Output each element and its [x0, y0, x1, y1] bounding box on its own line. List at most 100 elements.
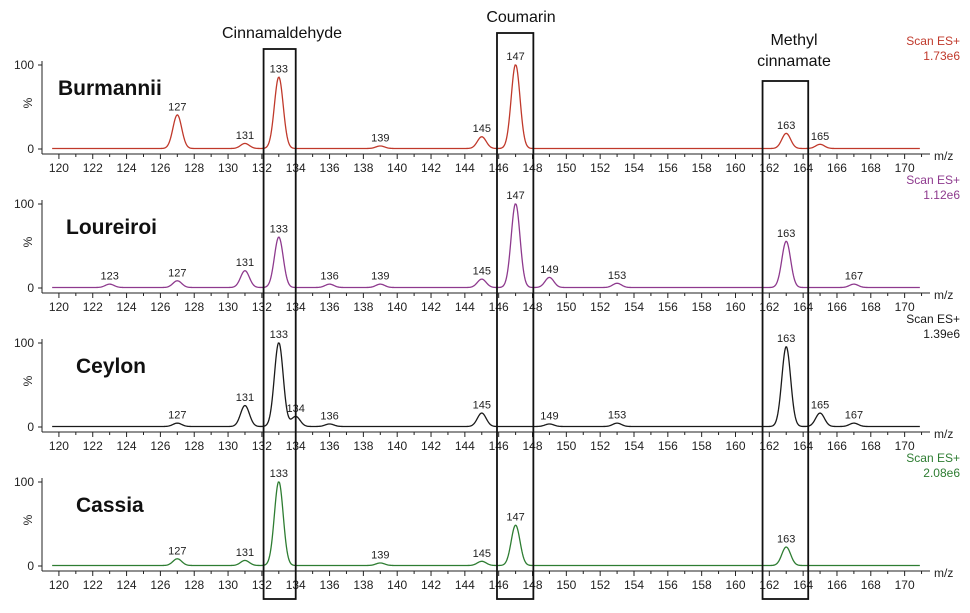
- x-tick-label: 144: [455, 439, 475, 453]
- x-tick-label: 170: [895, 439, 915, 453]
- x-tick-label: 152: [590, 439, 610, 453]
- spectrum-trace-loureiroi: [52, 203, 920, 289]
- x-tick-label: 162: [759, 578, 779, 592]
- scan-label: Scan ES+: [906, 34, 960, 48]
- x-tick-label: 130: [218, 439, 238, 453]
- x-tick-label: 168: [861, 300, 881, 314]
- peak-label: 136: [320, 410, 338, 422]
- x-tick-label: 164: [793, 300, 813, 314]
- y-tick-label: 0: [27, 281, 34, 295]
- x-tick-label: 142: [421, 300, 441, 314]
- x-tick-label: 158: [692, 300, 712, 314]
- x-tick-label: 124: [117, 439, 137, 453]
- x-axis-label: m/z: [934, 288, 953, 302]
- y-tick-label: 100: [14, 58, 34, 72]
- x-tick-label: 156: [658, 578, 678, 592]
- scan-intensity: 2.08e6: [923, 466, 960, 480]
- sample-name: Cassia: [76, 494, 144, 517]
- x-tick-label: 126: [150, 578, 170, 592]
- x-tick-label: 168: [861, 578, 881, 592]
- scan-intensity: 1.12e6: [923, 188, 960, 202]
- x-tick-label: 126: [150, 300, 170, 314]
- x-tick-label: 122: [83, 578, 103, 592]
- x-tick-label: 128: [184, 300, 204, 314]
- x-tick-label: 138: [353, 439, 373, 453]
- peak-label: 147: [506, 190, 524, 202]
- peak-label: 131: [236, 257, 254, 269]
- x-tick-label: 146: [489, 439, 509, 453]
- x-tick-label: 124: [117, 300, 137, 314]
- peak-label: 136: [320, 271, 338, 283]
- x-tick-label: 166: [827, 161, 847, 175]
- x-tick-label: 138: [353, 161, 373, 175]
- x-tick-label: 160: [725, 300, 745, 314]
- x-tick-label: 154: [624, 300, 644, 314]
- peak-label: 153: [608, 410, 626, 422]
- peak-label: 145: [473, 548, 491, 560]
- x-tick-label: 132: [252, 578, 272, 592]
- annotation-cinnamaldehyde: Cinnamaldehyde: [222, 25, 342, 42]
- x-tick-label: 154: [624, 161, 644, 175]
- x-tick-label: 170: [895, 300, 915, 314]
- scan-label: Scan ES+: [906, 312, 960, 326]
- x-tick-label: 130: [218, 578, 238, 592]
- highlight-box-coumarin: [496, 32, 535, 600]
- sample-name: Loureiroi: [66, 216, 157, 239]
- x-tick-label: 136: [320, 161, 340, 175]
- peak-label: 133: [270, 329, 288, 341]
- peak-label: 131: [236, 392, 254, 404]
- peak-label: 147: [506, 512, 524, 524]
- x-tick-label: 138: [353, 300, 373, 314]
- x-tick-label: 136: [320, 300, 340, 314]
- peak-label: 145: [473, 266, 491, 278]
- scan-intensity: 1.39e6: [923, 327, 960, 341]
- x-tick-label: 146: [489, 578, 509, 592]
- annotation-cinnamate: cinnamate: [757, 53, 831, 70]
- y-tick-label: 0: [27, 420, 34, 434]
- x-tick-label: 122: [83, 439, 103, 453]
- x-tick-label: 156: [658, 161, 678, 175]
- x-tick-label: 126: [150, 161, 170, 175]
- x-tick-label: 120: [49, 578, 69, 592]
- peak-label: 127: [168, 267, 186, 279]
- x-tick-label: 120: [49, 439, 69, 453]
- x-tick-label: 158: [692, 578, 712, 592]
- peak-label: 147: [506, 51, 524, 63]
- spectrum-trace-burmannii: [52, 64, 920, 150]
- annotation-coumarin: Coumarin: [486, 9, 555, 26]
- x-axis-label: m/z: [934, 566, 953, 580]
- peak-label: 139: [371, 549, 389, 561]
- highlight-box-cinnamaldehyde: [262, 48, 297, 600]
- x-tick-label: 144: [455, 578, 475, 592]
- x-tick-label: 158: [692, 439, 712, 453]
- x-tick-label: 132: [252, 161, 272, 175]
- x-tick-label: 144: [455, 161, 475, 175]
- x-tick-label: 170: [895, 161, 915, 175]
- x-tick-label: 124: [117, 161, 137, 175]
- peak-label: 163: [777, 120, 795, 132]
- x-tick-label: 138: [353, 578, 373, 592]
- peak-label: 167: [845, 410, 863, 422]
- x-tick-label: 150: [556, 161, 576, 175]
- x-tick-label: 160: [725, 439, 745, 453]
- x-tick-label: 162: [759, 439, 779, 453]
- x-tick-label: 122: [83, 300, 103, 314]
- x-tick-label: 166: [827, 439, 847, 453]
- peak-label: 163: [777, 333, 795, 345]
- y-tick-label: 0: [27, 559, 34, 573]
- x-tick-label: 156: [658, 300, 678, 314]
- peak-label: 133: [270, 64, 288, 76]
- x-tick-label: 142: [421, 578, 441, 592]
- x-tick-label: 130: [218, 300, 238, 314]
- annotation-methyl: Methyl: [770, 32, 817, 49]
- x-tick-label: 122: [83, 161, 103, 175]
- x-tick-label: 152: [590, 161, 610, 175]
- x-tick-label: 130: [218, 161, 238, 175]
- y-axis-label: %: [21, 236, 35, 247]
- x-tick-label: 142: [421, 439, 441, 453]
